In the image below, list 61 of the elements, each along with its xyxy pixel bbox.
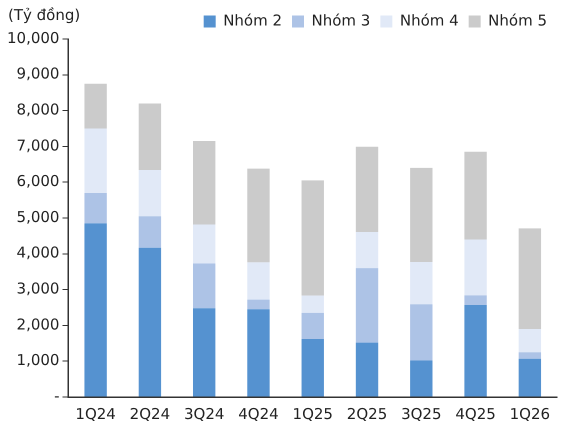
bar <box>356 342 378 396</box>
y-tick-label: 9,000 <box>16 64 60 83</box>
y-tick-label: 8,000 <box>16 100 60 118</box>
x-tick-label: 2Q25 <box>346 404 388 423</box>
bar <box>138 103 162 170</box>
y-tick-label: 1,000 <box>16 351 60 370</box>
legend-label: Nhóm 3 <box>312 11 370 30</box>
bar <box>410 360 432 396</box>
bar <box>518 352 542 359</box>
bar <box>410 262 432 304</box>
bar <box>192 308 216 396</box>
bar <box>247 168 270 262</box>
bar <box>464 239 487 296</box>
bar <box>302 312 324 340</box>
bar <box>302 296 324 313</box>
bar <box>518 328 542 352</box>
bar <box>247 309 270 396</box>
bar <box>84 128 107 193</box>
bar <box>192 141 216 224</box>
bar <box>84 223 107 396</box>
x-tick-label: 1Q26 <box>510 404 550 423</box>
bar <box>410 304 432 360</box>
x-tick-label: 4Q24 <box>238 404 279 423</box>
x-tick-label: 2Q24 <box>130 404 170 423</box>
y-axis-title: (Tỷ đồng) <box>8 6 80 24</box>
x-tick-label: 4Q25 <box>455 404 496 423</box>
bar <box>302 180 324 296</box>
bar <box>247 262 270 300</box>
y-tick-label: 3,000 <box>16 279 60 298</box>
y-tick-label: 2,000 <box>16 315 60 334</box>
bar <box>410 168 432 262</box>
y-tick-label: 5,000 <box>16 208 60 226</box>
bar <box>356 268 378 343</box>
bar <box>138 216 162 248</box>
bar <box>84 192 107 224</box>
x-tick-label: 3Q24 <box>184 404 224 423</box>
bar <box>518 358 542 396</box>
bar <box>302 339 324 396</box>
y-tick-label: 7,000 <box>16 136 60 154</box>
legend-label: Nhóm 4 <box>400 11 459 30</box>
bar <box>464 152 487 240</box>
bar <box>464 304 487 396</box>
x-tick-label: 1Q25 <box>292 404 333 423</box>
bar <box>247 300 270 310</box>
legend-label: Nhóm 5 <box>488 11 547 30</box>
y-tick-label: 10,000 <box>6 28 60 47</box>
bar <box>192 263 216 308</box>
y-tick-label: - <box>54 386 60 405</box>
bar <box>138 248 162 396</box>
bar <box>356 232 378 268</box>
bar <box>138 170 162 216</box>
bar <box>518 228 542 329</box>
y-tick-label: 4,000 <box>16 244 60 262</box>
y-tick-label: 6,000 <box>16 172 60 190</box>
bar <box>464 295 487 305</box>
bar <box>356 146 378 232</box>
bar <box>192 224 216 264</box>
bar <box>84 84 107 128</box>
x-tick-label: 3Q25 <box>401 404 442 423</box>
x-tick-label: 1Q24 <box>75 404 116 423</box>
legend-label: Nhóm 2 <box>223 11 282 30</box>
